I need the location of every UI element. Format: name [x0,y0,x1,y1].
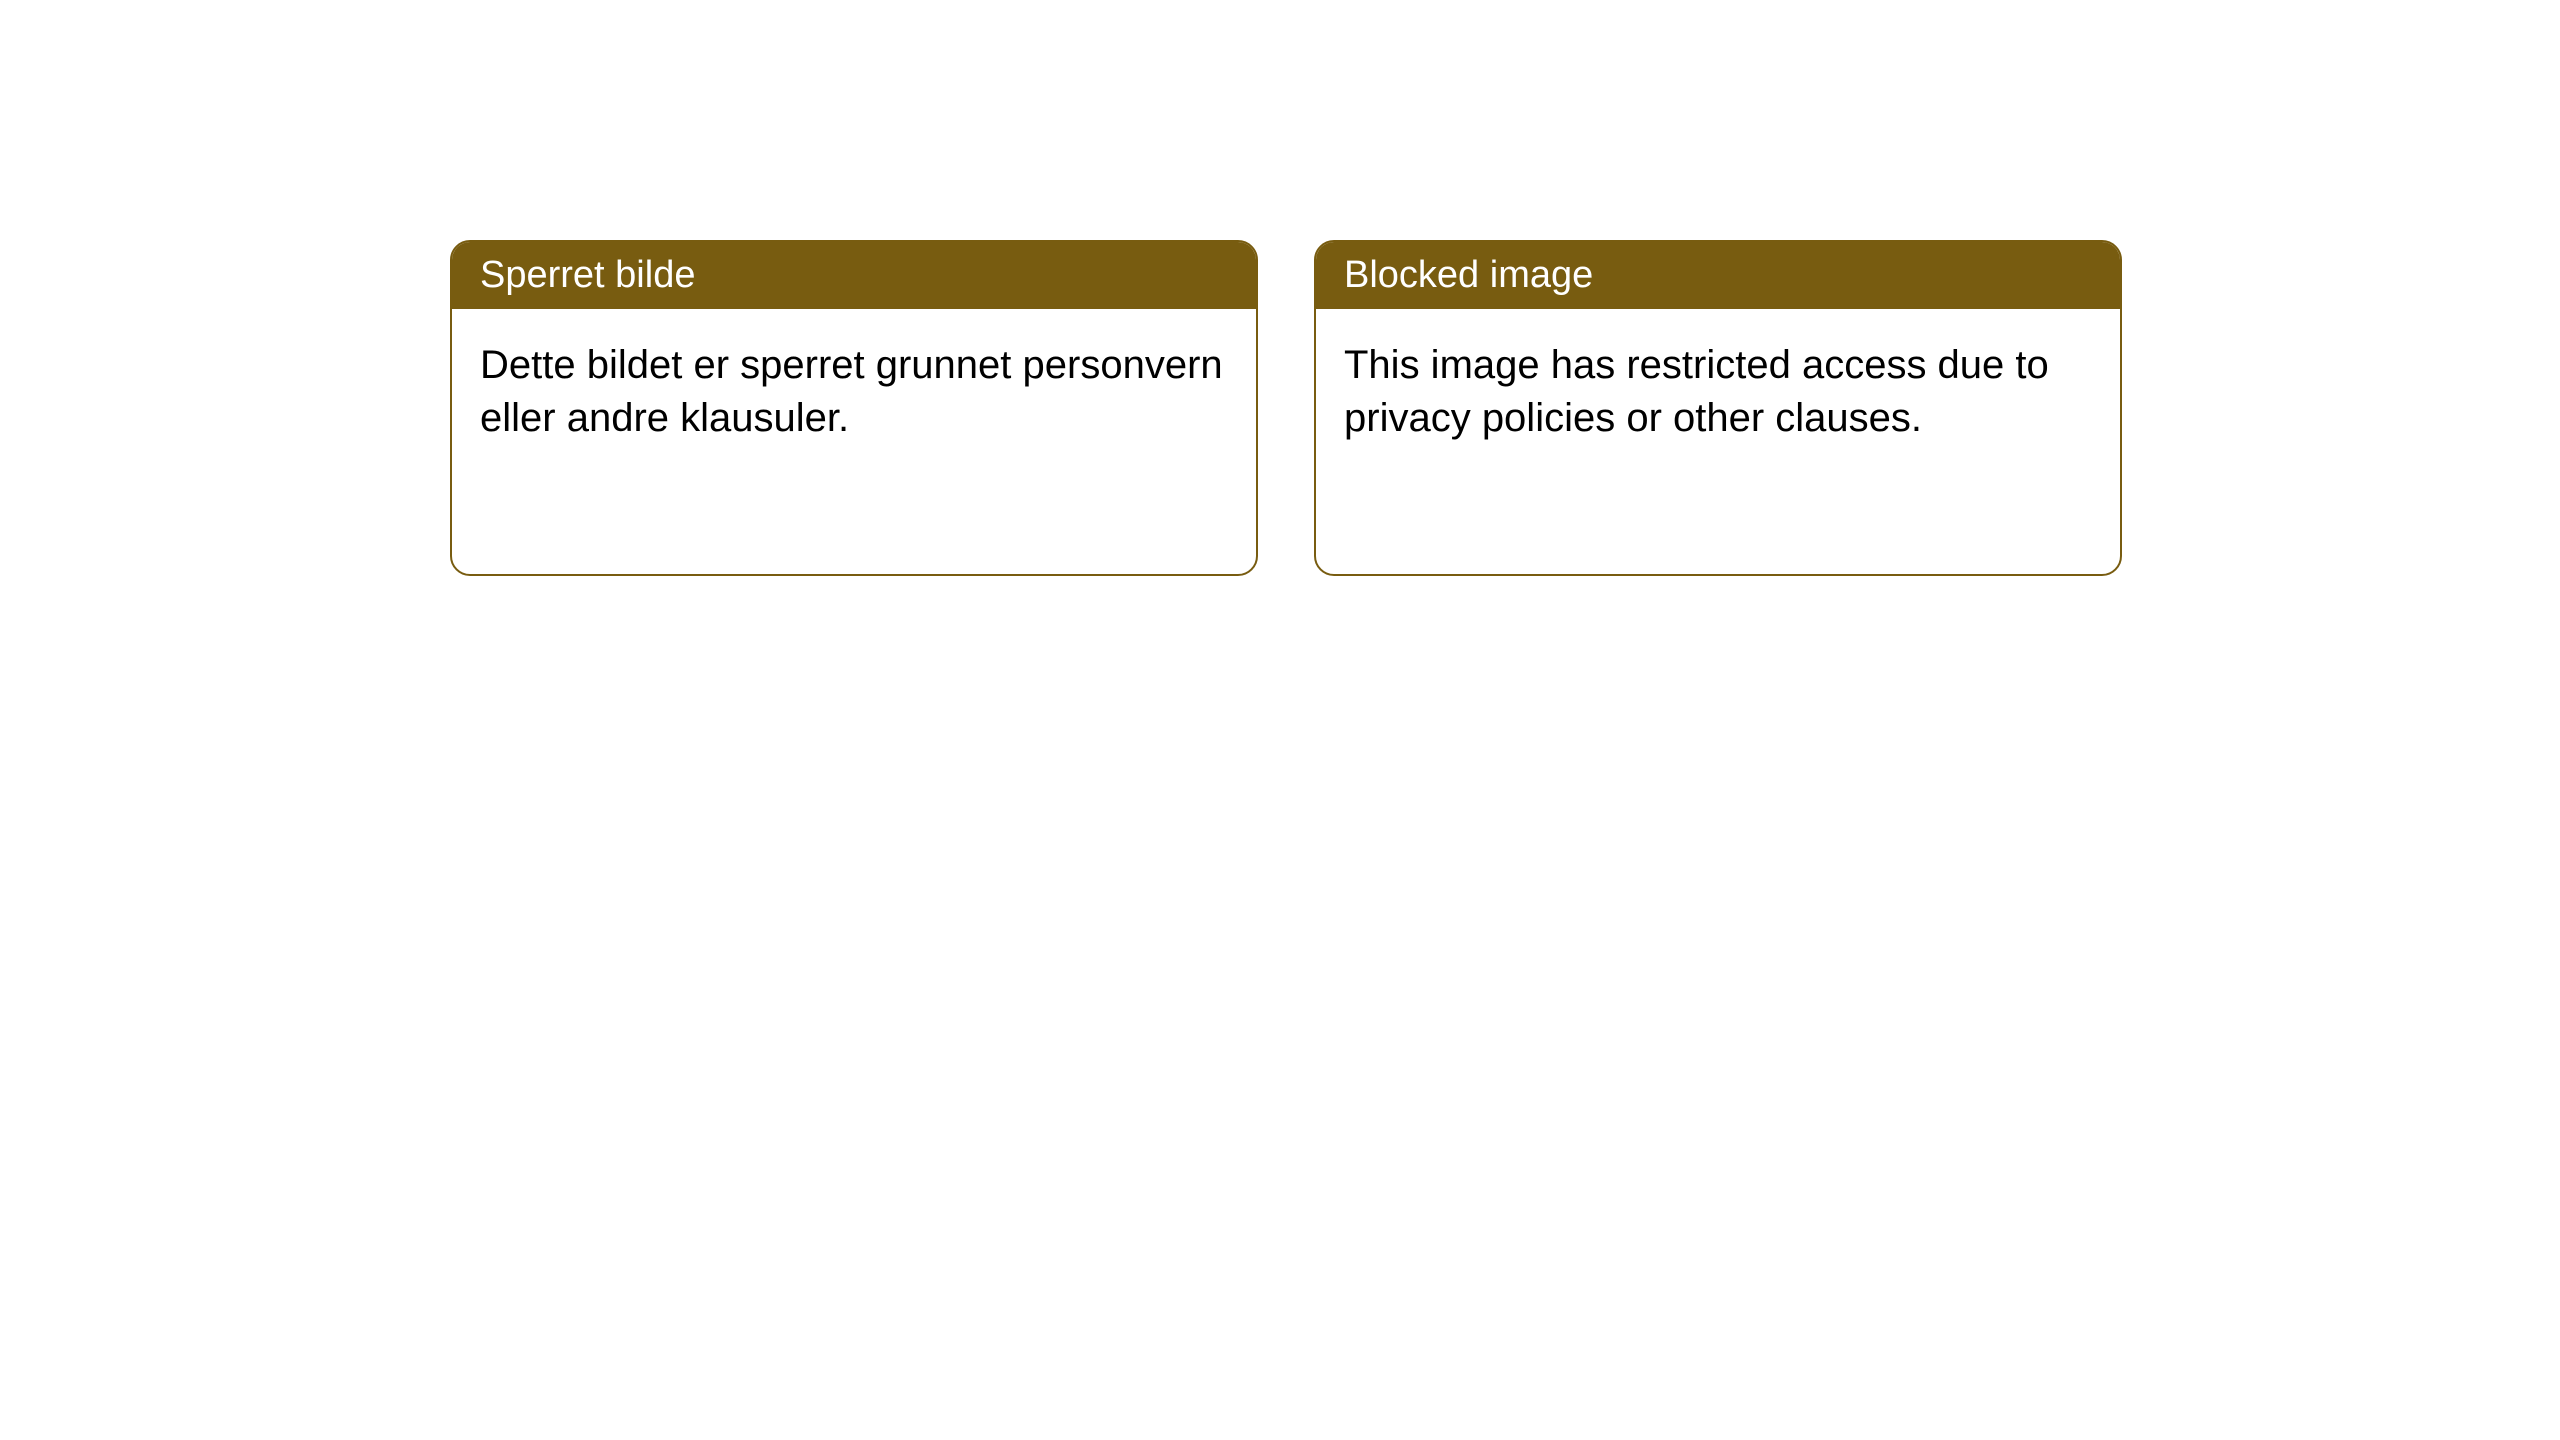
card-header: Blocked image [1316,242,2120,309]
blocked-image-card-no: Sperret bilde Dette bildet er sperret gr… [450,240,1258,576]
card-message: Dette bildet er sperret grunnet personve… [480,343,1223,440]
card-message: This image has restricted access due to … [1344,343,2049,440]
notice-container: Sperret bilde Dette bildet er sperret gr… [0,0,2560,576]
card-body: Dette bildet er sperret grunnet personve… [452,309,1256,475]
card-header: Sperret bilde [452,242,1256,309]
blocked-image-card-en: Blocked image This image has restricted … [1314,240,2122,576]
card-title: Blocked image [1344,254,1593,296]
card-body: This image has restricted access due to … [1316,309,2120,475]
card-title: Sperret bilde [480,254,695,296]
